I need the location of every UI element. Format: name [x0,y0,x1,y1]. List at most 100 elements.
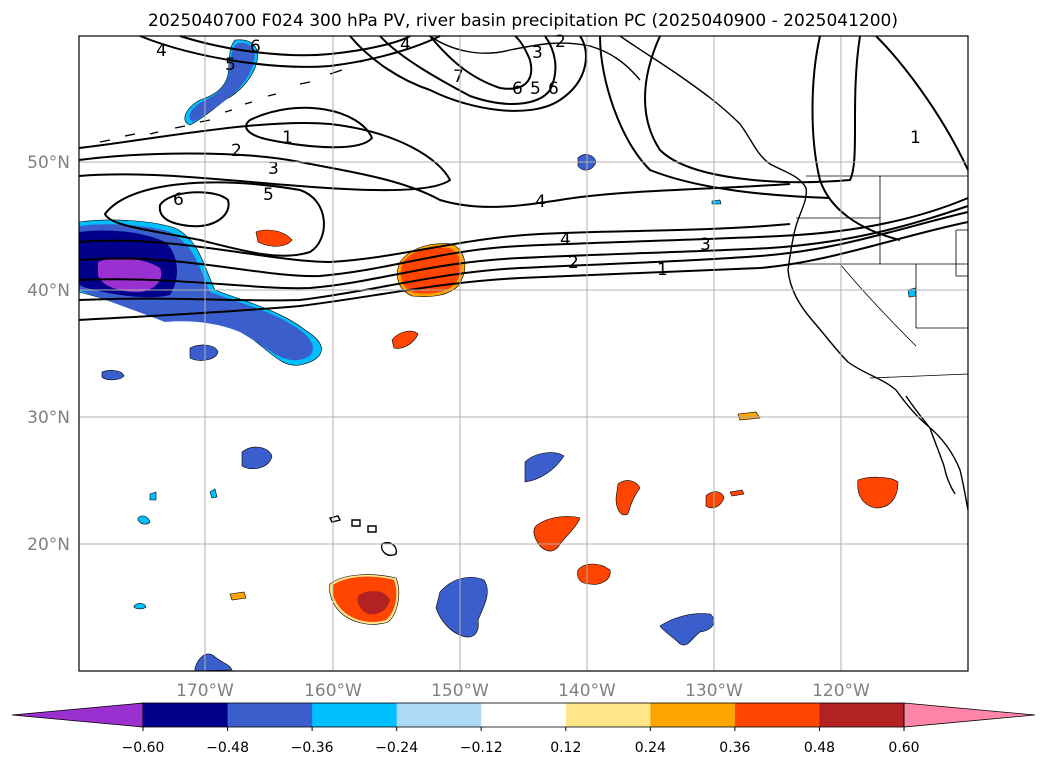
contour-label: 7 [453,67,464,87]
colorbar-segment [396,703,482,727]
contour-label: 2 [568,253,579,273]
contour-label: 5 [530,79,541,99]
colorbar-outline [142,702,905,728]
lon-label: 120°W [812,681,870,701]
colorbar: −0.60 −0.48 −0.36 −0.24 −0.12 0.12 0.24 0.36 0.4… [11,702,1036,756]
colorbar-segment [143,703,229,727]
contour-label: 5 [225,55,236,75]
colorbar-extend-left [11,702,144,728]
contour-label: 1 [282,128,293,148]
colorbar-segment [819,703,905,727]
pv-contour-north-3 [78,152,791,208]
precip-blob-southeast [659,613,715,646]
map-title: 2025040700 F024 300 hPa PV, river basin … [148,11,898,31]
colorbar-tick-label: −0.48 [206,740,249,756]
precip-blob-o6 [729,489,745,497]
precip-blob-o7 [737,411,761,421]
precip-blob-hawaii-south [435,577,488,638]
colorbar-tick-label: 0.60 [888,740,919,756]
precip-blob-bering-mid [189,42,255,122]
pv-contour-3 [78,197,969,278]
colorbar-segment [481,703,567,727]
contour-label: 1 [657,260,668,280]
gridlines [79,36,968,671]
colorbar-tick-label: −0.24 [375,740,418,756]
pv-contour-upper-f [599,35,831,199]
colorbar-segment [650,703,736,727]
precip-blob-tiny-4 [907,287,917,298]
precip-blob-small-2 [101,370,125,381]
precip-blob-west-core [98,258,162,293]
lon-label: 130°W [685,681,743,701]
pv-contour-upper-a [139,35,441,68]
contour-label: 5 [263,185,274,205]
colorbar-segment [312,703,398,727]
contour-label: 4 [400,35,411,55]
precip-blob-o4 [615,480,641,516]
colorbar-segment [565,703,651,727]
pv-contour-east-2 [811,35,901,241]
map-frame [78,35,969,672]
colorbar-tick-label: −0.60 [122,740,165,756]
precip-blob-hawaii-west-core [357,591,390,615]
pv-contour-1 [78,221,969,321]
precip-blob-o3 [577,563,611,585]
precip-blob-small-1 [189,344,219,361]
precip-blob-small-5 [524,452,565,483]
contour-label: 1 [910,128,921,148]
precip-blob-tiny-2 [133,603,147,610]
contour-labels: 4 6 5 6 3 2 1 2 3 6 5 7 6 5 4 4 4 3 2 1 … [156,32,921,280]
pv-contour-6-ring [158,191,230,228]
alaska-coastline [429,35,641,81]
contour-label: 6 [548,79,559,99]
contour-label: 4 [156,41,167,61]
contour-label: 6 [173,190,184,210]
contour-label: 3 [700,235,711,255]
colorbar-segment [734,703,820,727]
precip-blob-tiny-5 [711,199,722,205]
latitude-labels: 50°N 40°N 30°N 20°N [27,153,70,555]
colorbar-tick-label: −0.12 [460,740,503,756]
lon-label: 150°W [431,681,489,701]
contour-label: 4 [560,230,571,250]
pv-contour-4 [78,223,791,264]
map-background [79,36,968,671]
pv-contour-north-2 [78,121,452,192]
pv-contour-upper-g [644,35,861,184]
pv-contour-north-4 [245,106,374,149]
precip-blob-central-core [400,247,462,294]
state-border-4 [839,263,917,347]
state-border-6 [955,229,968,277]
colorbar-tick-label: 0.24 [635,740,666,756]
lon-label: 170°W [176,681,234,701]
precip-blob-small-3 [241,446,273,469]
pv-contour-5-ring [103,181,325,257]
precip-positive-areas [229,229,899,625]
precip-blob-o8 [857,476,899,509]
pv-contours [78,35,969,321]
mexico-border [869,373,969,379]
state-border-5 [915,264,968,329]
longitude-labels: 170°W 160°W 150°W 140°W 130°W 120°W [176,681,870,701]
lon-label: 160°W [304,681,362,701]
contour-label: 4 [535,192,546,212]
colorbar-segment [227,703,313,727]
pv-contour-east-1 [875,35,969,171]
pv-contour-upper-c [349,35,587,112]
pv-contour-1b [78,211,969,302]
precip-blob-tiny-1 [137,515,151,525]
precip-blob-o9 [229,591,247,601]
contour-label: 2 [231,141,242,161]
precip-blob-south [194,653,233,672]
contour-label: 6 [250,37,261,57]
lat-label: 40°N [27,281,70,301]
lon-label: 140°W [558,681,616,701]
colorbar-tick-label: 0.12 [550,740,581,756]
colorbar-extend-right [903,702,1036,728]
hawaii-islands [328,515,397,556]
political-borders [790,175,969,379]
contour-label: 2 [555,32,566,52]
precip-blob-tiny-6 [209,488,218,499]
lat-label: 20°N [27,535,70,555]
